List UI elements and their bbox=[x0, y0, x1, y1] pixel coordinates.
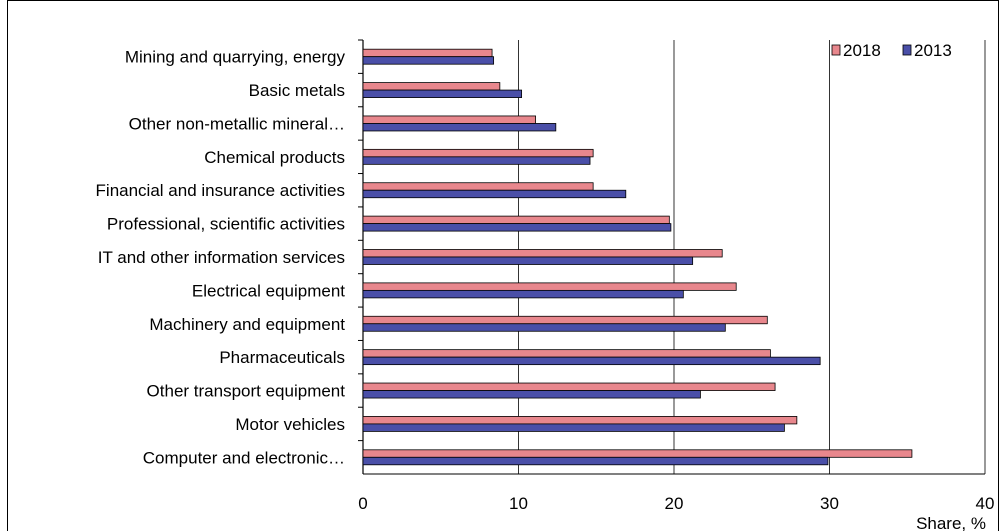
bar-2013 bbox=[362, 56, 495, 65]
category-labels: Mining and quarrying, energy Basic metals… bbox=[96, 48, 346, 468]
bar-2018 bbox=[362, 215, 670, 225]
category-label: Professional, scientific activities bbox=[107, 215, 345, 234]
category-label: Other transport equipment bbox=[147, 382, 346, 401]
bar-2013 bbox=[362, 289, 684, 299]
bar-2013 bbox=[362, 390, 701, 399]
x-tick-label: 30 bbox=[820, 494, 839, 513]
category-label: Computer and electronic… bbox=[143, 448, 345, 467]
bar-2018 bbox=[362, 115, 537, 124]
x-tick-label: 40 bbox=[976, 494, 995, 513]
category-label: IT and other information services bbox=[98, 248, 345, 267]
category-label: Pharmaceuticals bbox=[219, 348, 345, 367]
bar-2018 bbox=[362, 382, 776, 391]
bar-2013 bbox=[362, 189, 627, 199]
bar-2018 bbox=[362, 182, 594, 191]
bar-2013 bbox=[362, 89, 523, 98]
bar-2018 bbox=[362, 82, 501, 91]
legend-swatch-2013 bbox=[902, 44, 912, 56]
bar-2013 bbox=[362, 323, 726, 332]
bar-2018 bbox=[362, 449, 913, 458]
bar-2018 bbox=[362, 416, 798, 425]
bar-2013 bbox=[362, 223, 672, 232]
chart-frame bbox=[7, 0, 999, 531]
legend-label-2013: 2013 bbox=[914, 41, 952, 60]
bar-2018 bbox=[362, 48, 493, 58]
bar-2013 bbox=[362, 256, 694, 265]
bar-2013 bbox=[362, 456, 829, 466]
x-tick-label: 0 bbox=[358, 494, 367, 513]
x-tick-label: 10 bbox=[509, 494, 528, 513]
category-label: Other non-metallic mineral… bbox=[129, 114, 345, 133]
bar-2018 bbox=[362, 249, 723, 258]
bar-2018 bbox=[362, 315, 768, 325]
bar-2018 bbox=[362, 349, 771, 358]
bars bbox=[362, 48, 913, 466]
category-label: Chemical products bbox=[204, 148, 345, 167]
category-label: Basic metals bbox=[249, 81, 345, 100]
legend: 2018 2013 bbox=[831, 41, 952, 60]
x-tick-label: 20 bbox=[665, 494, 684, 513]
category-label: Financial and insurance activities bbox=[96, 181, 345, 200]
legend-label-2018: 2018 bbox=[843, 41, 881, 60]
bar-2013 bbox=[362, 123, 557, 132]
x-axis-title: Share, % bbox=[916, 514, 986, 531]
bar-2018 bbox=[362, 282, 737, 291]
x-tick-labels: 0 10 20 30 40 bbox=[358, 494, 994, 513]
legend-swatch-2018 bbox=[831, 44, 841, 56]
category-label: Mining and quarrying, energy bbox=[125, 48, 346, 67]
category-label: Electrical equipment bbox=[192, 281, 345, 300]
category-label: Motor vehicles bbox=[235, 415, 345, 434]
bar-2013 bbox=[362, 156, 591, 165]
category-label: Machinery and equipment bbox=[149, 315, 345, 334]
bar-2013 bbox=[362, 423, 785, 432]
bar-2013 bbox=[362, 356, 821, 366]
bar-2018 bbox=[362, 148, 594, 158]
